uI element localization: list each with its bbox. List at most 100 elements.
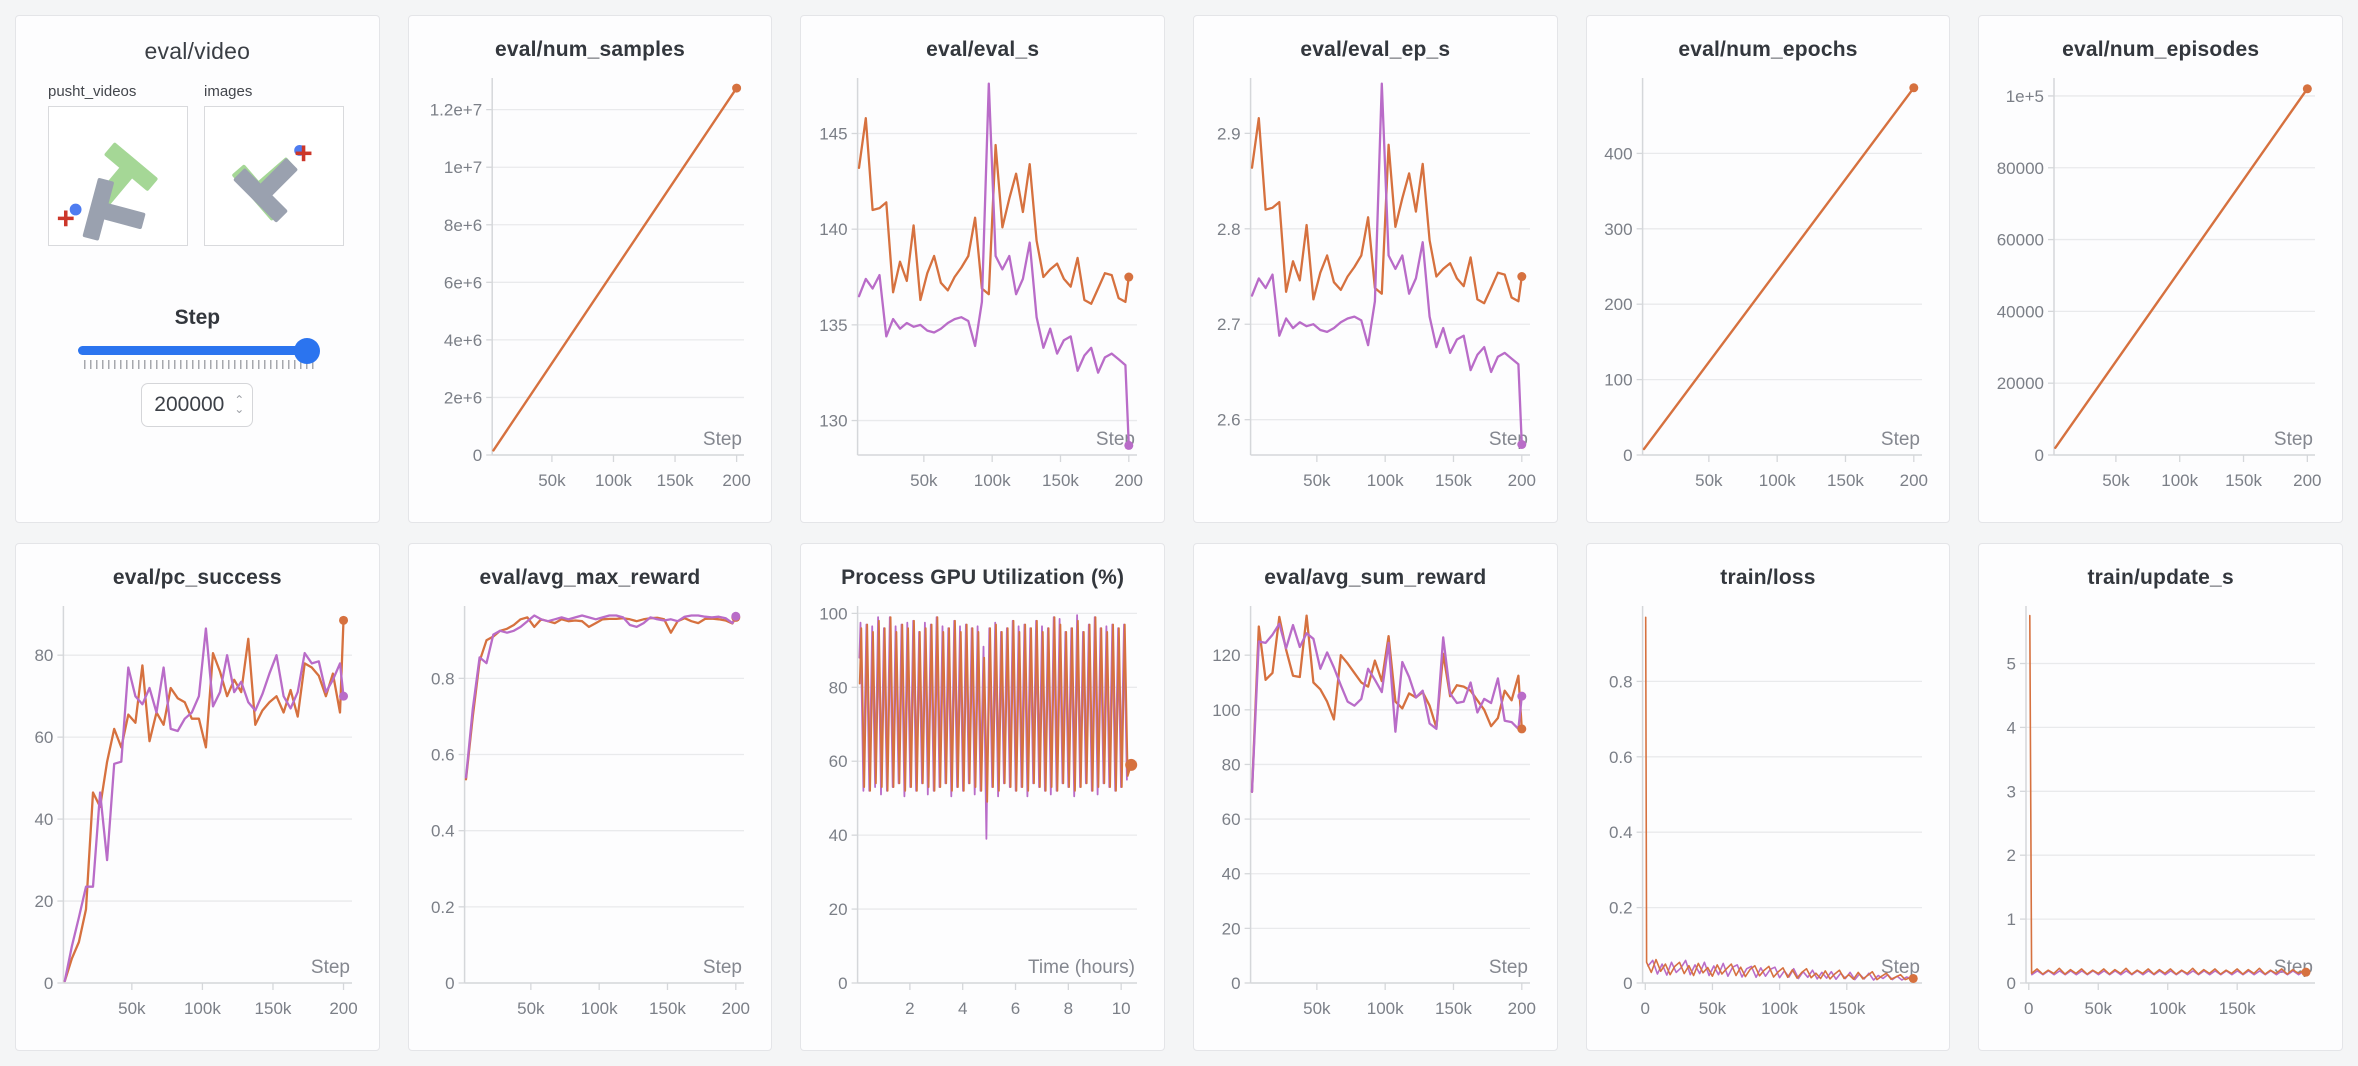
chart-eval-num-samples[interactable]: 0 2e+6 4e+6 6e+6 8e+6 1e+7 1.2e+7 50k 100k 150k 20… <box>419 68 760 515</box>
series-orange <box>1643 86 1916 451</box>
series-purple-end-dot <box>731 611 741 621</box>
series-purple <box>858 82 1131 447</box>
chart-title: eval/num_samples <box>495 38 685 61</box>
svg-text:200: 200 <box>1507 999 1535 1018</box>
svg-text:0.4: 0.4 <box>1609 823 1633 842</box>
svg-text:200: 200 <box>2293 471 2321 490</box>
chart-title: eval/eval_ep_s <box>1300 38 1451 61</box>
slider-thumb[interactable] <box>294 337 321 364</box>
svg-text:150k: 150k <box>254 999 291 1018</box>
svg-text:0.4: 0.4 <box>431 822 455 841</box>
chart-title: eval/num_episodes <box>2062 38 2260 61</box>
series-orange <box>858 117 1131 305</box>
svg-text:40: 40 <box>34 810 53 829</box>
svg-text:1: 1 <box>2007 910 2016 929</box>
image-thumbnail[interactable] <box>204 106 344 246</box>
step-slider-label: Step <box>174 306 221 329</box>
svg-text:100k: 100k <box>184 999 221 1018</box>
svg-text:200: 200 <box>1507 471 1535 490</box>
svg-text:1.2e+7: 1.2e+7 <box>430 101 482 120</box>
svg-text:50k: 50k <box>2102 471 2130 490</box>
chart-title: train/update_s <box>2087 566 2234 589</box>
panel-eval-avg-max-reward: eval/avg_max_reward 0 0.2 0.4 0.6 0.8 50k 100k… <box>407 543 773 1051</box>
svg-text:0: 0 <box>1624 446 1633 465</box>
chart-train-loss[interactable]: 0 0.2 0.4 0.6 0.8 0 50k 100k 150k Step <box>1597 596 1938 1043</box>
svg-text:20: 20 <box>829 900 848 919</box>
svg-text:1e+7: 1e+7 <box>444 158 482 177</box>
svg-text:0: 0 <box>473 446 482 465</box>
chart-title: train/loss <box>1720 566 1816 589</box>
panel-eval-num-episodes: eval/num_episodes 0 20000 40000 60000 80000 1… <box>1978 15 2343 523</box>
panel-process-gpu-utilization: Process GPU Utilization (%) 0 20 40 60 80 100… <box>800 543 1165 1051</box>
svg-text:0: 0 <box>2007 974 2016 993</box>
chart-eval-avg-max-reward[interactable]: 0 0.2 0.4 0.6 0.8 50k 100k 150k 200 Step <box>419 596 760 1043</box>
stepper-arrows: ⌃ ⌄ <box>234 393 245 416</box>
svg-text:1e+5: 1e+5 <box>2006 87 2044 106</box>
series-purple <box>63 627 345 983</box>
thumbnail-label-images: images <box>204 83 253 100</box>
panel-eval-num-samples: eval/num_samples 0 2e+6 4e+6 6e+6 8e+6 1e+7 1.… <box>407 15 773 523</box>
svg-text:135: 135 <box>819 316 847 335</box>
svg-text:150k: 150k <box>657 471 694 490</box>
chart-process-gpu-utilization[interactable]: 0 20 40 60 80 100 2 4 6 8 10 Time (hours) <box>812 596 1153 1043</box>
svg-text:80: 80 <box>1221 755 1240 774</box>
svg-text:6: 6 <box>1011 999 1020 1018</box>
svg-text:150k: 150k <box>2225 471 2262 490</box>
series-orange-end-dot <box>338 615 348 625</box>
pusht-video-frame <box>57 142 158 241</box>
svg-text:300: 300 <box>1605 220 1633 239</box>
x-axis-label: Step <box>1489 957 1528 978</box>
svg-text:100k: 100k <box>1367 999 1404 1018</box>
series-orange <box>492 86 739 452</box>
chart-title: eval/pc_success <box>112 566 282 589</box>
chart-eval-num-episodes[interactable]: 0 20000 40000 60000 80000 1e+5 50k 100k 150k 200 S… <box>1990 68 2331 515</box>
svg-text:0: 0 <box>2024 999 2033 1018</box>
chart-title: Process GPU Utilization (%) <box>841 566 1125 589</box>
step-slider[interactable] <box>78 337 321 369</box>
svg-text:2.9: 2.9 <box>1217 124 1241 143</box>
svg-text:140: 140 <box>819 220 847 239</box>
svg-text:0.2: 0.2 <box>1609 899 1633 918</box>
chart-eval-avg-sum-reward[interactable]: 0 20 40 60 80 100 120 50k 100k 150k 200 Step <box>1205 596 1546 1043</box>
object-t-shape <box>82 178 146 241</box>
panel-eval-eval-ep-s: eval/eval_ep_s 2.6 2.7 2.8 2.9 50k 100k 150k 20… <box>1192 15 1558 523</box>
svg-text:50k: 50k <box>910 471 938 490</box>
svg-text:0: 0 <box>1624 974 1633 993</box>
svg-text:100: 100 <box>1605 371 1633 390</box>
svg-text:2.7: 2.7 <box>1217 315 1241 334</box>
video-thumbnail-pusht[interactable] <box>48 106 188 246</box>
svg-text:20: 20 <box>1221 919 1240 938</box>
series-purple-end-dot <box>338 691 348 701</box>
panel-title-eval-video: eval/video <box>144 38 251 64</box>
svg-text:60: 60 <box>1221 810 1240 829</box>
svg-text:200: 200 <box>722 999 750 1018</box>
series-orange-end-dot <box>1909 973 1919 983</box>
goal-cross-icon <box>295 145 312 162</box>
svg-text:150k: 150k <box>650 999 687 1018</box>
chart-eval-num-epochs[interactable]: 0 100 200 300 400 50k 100k 150k 200 Step <box>1597 68 1938 515</box>
step-number-input[interactable] <box>141 383 254 427</box>
x-axis-label: Step <box>311 957 350 978</box>
svg-text:4: 4 <box>958 999 967 1018</box>
svg-text:50k: 50k <box>518 999 546 1018</box>
goal-cross-icon <box>57 210 74 227</box>
svg-text:50k: 50k <box>1699 999 1727 1018</box>
slider-track[interactable] <box>78 337 321 364</box>
spinner-down-icon[interactable]: ⌄ <box>234 402 245 416</box>
series-orange-end-dot <box>1517 724 1527 734</box>
svg-text:50k: 50k <box>2085 999 2113 1018</box>
svg-text:50k: 50k <box>539 471 567 490</box>
chart-eval-pc-success[interactable]: 0 20 40 60 80 50k 100k 150k 200 Step <box>27 596 368 1043</box>
media-thumbnails: pusht_videos <box>48 83 379 246</box>
svg-text:100: 100 <box>1212 701 1240 720</box>
svg-text:0: 0 <box>446 974 455 993</box>
panel-eval-video: eval/video pusht_videos <box>15 15 380 523</box>
series-orange <box>1645 616 1915 981</box>
svg-text:5: 5 <box>2007 655 2016 674</box>
svg-text:150k: 150k <box>1435 999 1472 1018</box>
spinner-up-icon[interactable]: ⌃ <box>234 393 245 407</box>
